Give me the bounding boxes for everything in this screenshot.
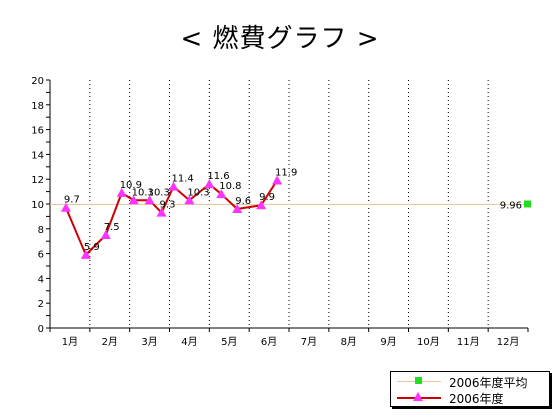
y-tick-label: 6 [38, 250, 44, 261]
y-tick-label: 10 [31, 200, 44, 211]
average-series: 9.96 [50, 200, 531, 211]
data-label: 10.3 [132, 187, 154, 198]
x-tick-label: 9月 [380, 336, 396, 348]
x-tick-label: 10月 [417, 336, 440, 348]
x-tick-label: 6月 [261, 336, 277, 348]
data-label: 5.9 [84, 242, 100, 253]
series-point [272, 175, 283, 185]
axes: 0 2 4 6 8 10 12 14 16 18 20 1月 2月 3月 4月 5月 6月 7月 8月 9月 10月 11… [31, 76, 529, 348]
series-point [128, 195, 139, 205]
series-point [168, 181, 179, 191]
data-label: 11.6 [207, 171, 229, 182]
series-point [156, 207, 167, 217]
x-tick-label: 2月 [102, 336, 118, 348]
data-label: 9.3 [160, 200, 176, 211]
series-point [60, 202, 71, 212]
triangle-marker-icon [413, 392, 423, 401]
y-tick-label: 20 [31, 76, 44, 87]
series-point [116, 187, 127, 197]
x-tick-label: 5月 [221, 336, 237, 348]
data-label: 10.3 [148, 187, 170, 198]
average-data-label: 9.96 [500, 200, 522, 211]
series-point [216, 189, 227, 199]
data-label: 11.9 [275, 167, 297, 178]
x-tick-label: 7月 [301, 336, 317, 348]
x-tick-label: 11月 [457, 336, 480, 348]
data-label: 10.9 [120, 180, 142, 191]
average-marker [524, 200, 531, 208]
data-label: 10.8 [219, 181, 241, 192]
series-line [65, 179, 278, 256]
x-tick-label: 1月 [62, 336, 78, 348]
series-point [100, 230, 111, 239]
y-tick-label: 8 [38, 225, 44, 236]
x-tick-label: 12月 [497, 336, 520, 348]
y-tick-label: 4 [38, 274, 44, 285]
legend-item-2006: 2006年度 [391, 389, 549, 406]
series-point [232, 203, 243, 213]
y-tick-label: 12 [31, 175, 44, 186]
legend-average-label: 2006年度平均 [449, 376, 528, 390]
data-label: 7.5 [104, 222, 120, 233]
square-marker-icon [415, 377, 422, 384]
data-labels: 9.75.97.510.910.310.39.311.410.311.610.8… [64, 167, 297, 252]
x-tick-label: 4月 [181, 336, 197, 348]
data-label: 9.7 [64, 195, 80, 206]
monthly-series [60, 175, 283, 259]
data-label: 10.3 [187, 187, 209, 198]
chart-title: < 燃費グラフ > [180, 24, 380, 54]
y-tick-label: 2 [38, 299, 44, 310]
legend-series-label: 2006年度 [449, 392, 504, 406]
y-tick-label: 16 [31, 126, 44, 137]
y-tick-label: 0 [38, 324, 44, 335]
y-tick-label: 18 [31, 101, 44, 112]
series-point [204, 179, 215, 189]
series-point [144, 195, 155, 205]
x-tick-label: 8月 [341, 336, 357, 348]
data-label: 11.4 [171, 174, 193, 185]
x-tick-label: 3月 [141, 336, 157, 348]
series-point [256, 200, 267, 210]
data-label: 9.9 [259, 192, 275, 203]
series-point [80, 249, 91, 259]
legend: 2006年度平均 2006年度 [390, 371, 550, 407]
y-tick-label: 14 [31, 150, 44, 161]
series-point [184, 195, 195, 205]
data-label: 9.6 [235, 196, 251, 207]
legend-item-average: 2006年度平均 [391, 373, 549, 390]
